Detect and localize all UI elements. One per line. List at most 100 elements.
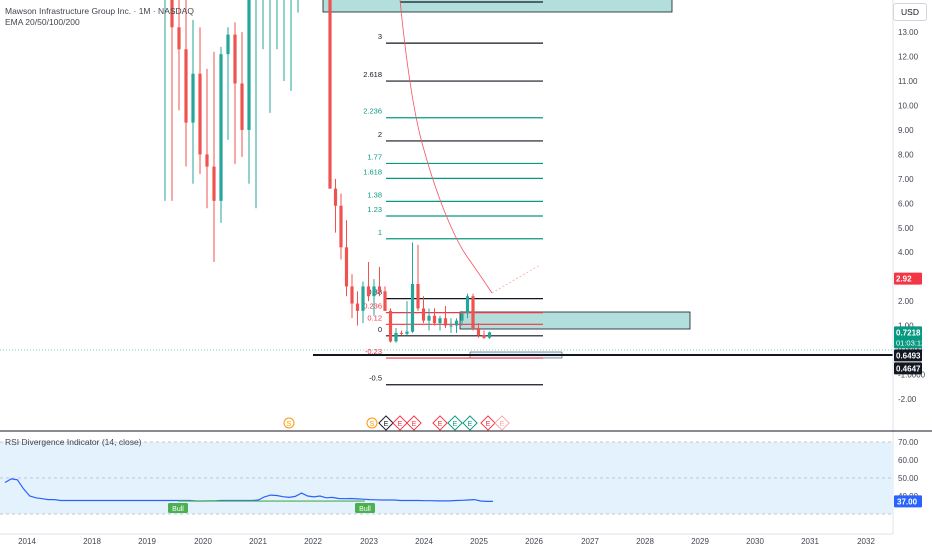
rsi-value-badge [894,495,922,508]
fib-level-label: 0.12 [367,313,382,322]
price-tick-label: 10.00 [898,102,919,111]
rsi-value-label: 37.00 [897,497,918,506]
rsi-indicator-title: RSI Divergence Indicator (14, close) [5,437,142,447]
fib-level-label: 3 [378,32,382,41]
candle-body [476,327,481,336]
time-tick-label: 2031 [801,537,819,546]
earnings-event-marker[interactable] [480,415,496,431]
ema-lines [399,0,541,294]
candle-body [191,73,195,123]
bull-divergence-label: Bull [359,506,371,513]
time-tick-label: 2026 [525,537,543,546]
candle-body [366,286,371,297]
earnings-event-marker[interactable] [432,415,448,431]
price-badge [894,272,922,285]
candle-body [449,325,453,327]
fib-level-label: 2.618 [363,70,382,79]
time-tick-label: 2014 [18,537,36,546]
fib-level-label: 0 [378,325,382,334]
candle-body [465,296,470,314]
candle-body [421,308,426,321]
price-badge-label: 0.6493 [896,351,921,360]
candle-body [471,296,475,328]
earnings-event-marker[interactable] [494,415,510,431]
candle-body [205,154,209,167]
rsi-tick-label: 50.00 [898,474,919,483]
candle-body [427,315,431,321]
price-tick-label: 9.00 [898,126,914,135]
candle-body [226,34,230,55]
time-axis[interactable]: 2014 2018 2019 2020 2021 2022 2023 2024 2025 2026… [18,537,875,546]
fib-level-label: 0.236 [363,302,382,311]
fib-level-label: -0.5 [369,374,382,383]
rsi-tick-label: 70.00 [898,438,919,447]
candle-body [482,335,486,338]
price-tick-label: -1.0000 [898,370,926,379]
candle-body [350,286,354,304]
time-tick-label: 2025 [470,537,488,546]
earnings-event-marker[interactable] [378,415,394,431]
candle-body [184,49,188,123]
time-tick-label: 2030 [746,537,764,546]
split-event-marker[interactable] [283,417,295,429]
price-tick-label: 11.00 [898,77,918,86]
ema-indicator-label: EMA 20/50/100/200 [5,17,80,27]
candle-body [487,332,492,338]
event-marker-label: E [384,421,389,428]
bull-divergence-badge [355,503,375,514]
split-event-marker[interactable] [366,417,378,429]
candle-body [432,315,437,324]
time-tick-label: 2020 [194,537,212,546]
event-marker-label: E [453,421,458,428]
event-marker-label: E [398,421,403,428]
fib-level-label: -0.23 [365,347,382,356]
fib-level-label: 1.38 [367,190,382,199]
rsi-tick-label: 60.00 [898,456,919,465]
symbol-title: Mawson Infrastructure Group Inc. · 1M · … [5,6,194,16]
candle-body [240,83,244,130]
time-tick-label: 2018 [83,537,101,546]
price-badge-label: 0.7218 [896,328,921,337]
price-tick-label: 7.00 [898,175,914,184]
candle-body [438,318,442,324]
earnings-event-marker[interactable] [447,415,463,431]
candle-body [219,54,223,201]
candle-body [443,318,448,326]
price-badge [894,349,922,362]
candle-body [355,303,360,311]
price-tick-label: 4.00 [898,248,914,257]
candle-body [454,320,459,326]
event-marker-label: E [438,421,443,428]
price-badge-label: 0.4647 [896,364,921,373]
event-marker-label: S [370,421,375,428]
candle-body [410,283,415,332]
event-marker-label: E [500,421,505,428]
candle-body [372,286,376,297]
fib-level-label: 2 [378,130,382,139]
candle-body [198,73,202,155]
time-tick-label: 2024 [415,537,433,546]
earnings-event-marker[interactable] [462,415,478,431]
price-tick-label: 12.00 [898,53,919,62]
candle-body [212,166,216,201]
time-tick-label: 2022 [304,537,322,546]
time-tick-label: 2032 [857,537,875,546]
earnings-event-marker[interactable] [392,415,408,431]
price-badge-label: 2.92 [896,275,912,284]
price-tick-label: 1.00 [898,322,914,331]
candle-body [405,331,409,334]
time-tick-label: 2029 [691,537,709,546]
earnings-event-marker[interactable] [406,415,422,431]
candle-body [394,332,398,342]
resistance-zone [459,311,691,330]
time-tick-label: 2028 [636,537,654,546]
candle-body [388,310,393,342]
candle-body [247,0,251,130]
price-tick-label: 6.00 [898,199,914,208]
currency-button[interactable]: USD [893,3,927,21]
event-marker-label: S [287,421,292,428]
price-tick-label: 13.00 [898,28,919,37]
fib-level-label: 1.23 [367,205,382,214]
